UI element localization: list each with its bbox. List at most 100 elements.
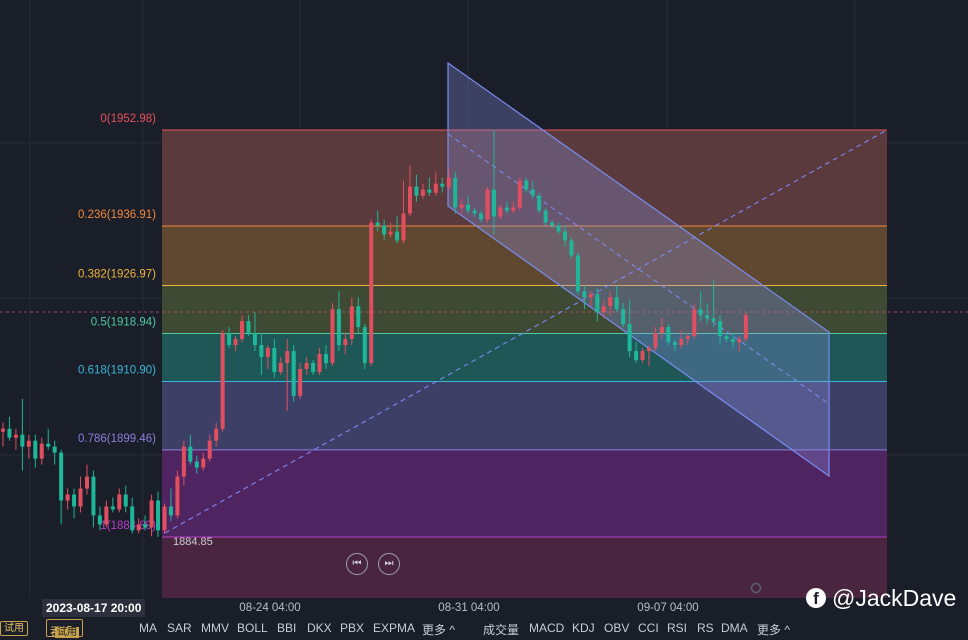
candle: [737, 336, 742, 352]
sub-indicator-1[interactable]: MACD: [529, 621, 565, 635]
candle: [285, 339, 290, 411]
fib-level-label: 1(1884.89): [100, 520, 156, 532]
indicator-boll[interactable]: BOLL: [237, 621, 268, 635]
candle: [181, 440, 186, 486]
candle-body: [259, 345, 264, 358]
candle-body: [453, 177, 458, 208]
fib-level-label: 0.618(1910.90): [78, 365, 156, 377]
indicator-sar[interactable]: SAR: [167, 621, 192, 635]
candle: [104, 500, 109, 528]
candle-body: [123, 494, 128, 507]
parallel-channel: [447, 61, 830, 478]
more-sub-button[interactable]: 更多 ^: [757, 623, 790, 637]
candle-body: [666, 327, 671, 343]
candle-body: [272, 348, 277, 372]
candle: [530, 180, 535, 199]
candle-body: [491, 189, 496, 217]
candle: [117, 488, 122, 513]
candle-body: [356, 306, 361, 328]
candle: [504, 201, 509, 214]
candle: [59, 449, 64, 525]
sub-indicator-2[interactable]: KDJ: [572, 621, 595, 635]
candle: [298, 362, 303, 399]
candle-body: [743, 315, 748, 340]
candle-body: [91, 476, 96, 516]
fib-level-label: 0.382(1926.97): [78, 268, 156, 280]
candle-body: [427, 189, 432, 193]
candle: [537, 192, 542, 214]
candle: [265, 345, 270, 369]
indicator-expma[interactable]: EXPMA: [373, 621, 416, 635]
x-tick-label: 08-24 04:00: [239, 602, 300, 614]
candle: [84, 464, 89, 495]
candle: [324, 345, 328, 369]
candle: [175, 470, 180, 519]
candle: [349, 297, 354, 346]
sub-indicator-5[interactable]: RSI: [667, 621, 688, 635]
watermark: f @JackDave: [806, 585, 956, 611]
trial-badge: 试用: [0, 621, 28, 636]
sub-indicator-7[interactable]: DMA: [721, 621, 748, 635]
candle: [433, 171, 438, 196]
candle: [563, 225, 568, 247]
candle: [672, 339, 677, 352]
candle: [336, 291, 341, 352]
candle: [369, 219, 374, 366]
fib-level-label: 0.5(1918.94): [91, 316, 156, 328]
candle-body: [537, 195, 542, 211]
indicator-mmv[interactable]: MMV: [201, 621, 229, 635]
candle: [718, 315, 723, 346]
indicator-ma[interactable]: MA: [139, 621, 157, 635]
tab-engulfing[interactable]: 吞没试用: [46, 619, 83, 639]
candle: [446, 168, 451, 190]
candle: [647, 345, 651, 366]
candle-body: [110, 506, 115, 510]
candle: [640, 348, 645, 363]
fib-level-label: 0.786(1899.46): [78, 433, 156, 445]
more-main-button[interactable]: 更多 ^: [422, 623, 455, 637]
candle-body: [685, 336, 690, 340]
sub-indicator-4[interactable]: CCI: [638, 621, 659, 635]
candle-body: [7, 428, 12, 438]
next-step-button[interactable]: ⏭: [378, 553, 400, 575]
candle-body: [201, 458, 206, 468]
sub-indicator-6[interactable]: RS: [697, 621, 714, 635]
candle-body: [388, 231, 393, 235]
candle: [511, 201, 516, 214]
candle-body: [78, 488, 83, 507]
candle-body: [407, 186, 412, 214]
candle-body: [330, 309, 335, 363]
candle-body: [343, 339, 348, 346]
candle: [479, 210, 484, 223]
candle: [466, 195, 471, 214]
candle-body: [718, 321, 723, 337]
skip-forward-icon: ⏭: [384, 558, 394, 569]
candle-body: [621, 309, 626, 325]
candle-body: [653, 333, 658, 349]
candle: [743, 312, 748, 343]
candle: [692, 303, 697, 340]
candle: [33, 434, 38, 468]
fib-zone: [162, 333, 887, 382]
fib-zone: [162, 285, 887, 334]
candle-body: [472, 210, 477, 214]
candle: [26, 434, 31, 459]
candle-body: [143, 524, 148, 528]
candle: [407, 165, 412, 217]
indicator-bbi[interactable]: BBI: [277, 621, 297, 635]
candle-body: [84, 476, 89, 489]
sub-indicator-0[interactable]: 成交量: [483, 623, 520, 637]
indicator-pbx[interactable]: PBX: [340, 621, 365, 635]
candle: [13, 428, 18, 450]
candle: [453, 171, 458, 214]
candle-body: [498, 207, 503, 217]
candle-body: [33, 440, 38, 459]
indicator-dkx[interactable]: DKX: [307, 621, 332, 635]
candle: [569, 237, 574, 259]
candle-body: [136, 524, 141, 531]
candle-body: [485, 189, 490, 220]
candle: [614, 285, 619, 313]
sub-indicator-3[interactable]: OBV: [604, 621, 630, 635]
prev-step-button[interactable]: ⏮: [346, 553, 368, 575]
